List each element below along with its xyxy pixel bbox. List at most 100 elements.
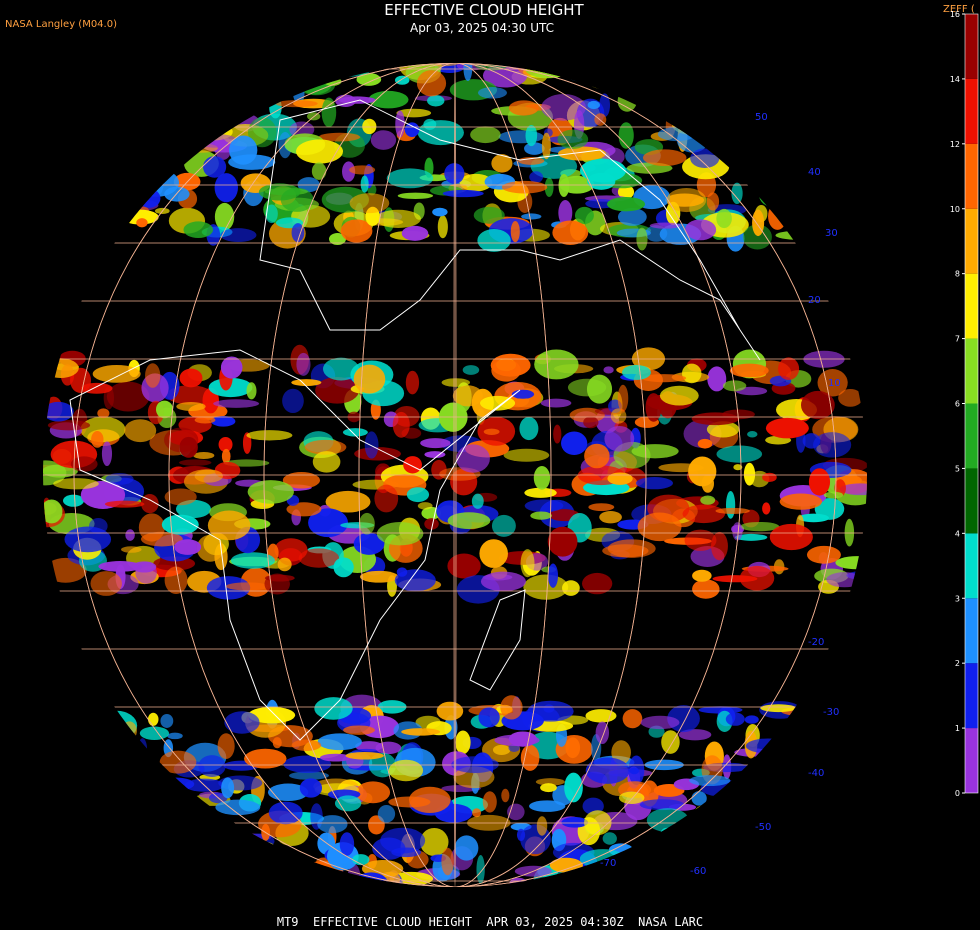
cloud — [241, 869, 261, 885]
cloud — [356, 73, 382, 86]
cloud — [817, 181, 865, 206]
cloud — [43, 105, 71, 132]
cloud — [709, 126, 750, 137]
cloud — [322, 357, 360, 381]
cloud — [686, 114, 721, 121]
cloud — [133, 812, 152, 827]
cloud — [128, 63, 145, 82]
cloud — [733, 871, 768, 887]
cloud — [691, 791, 707, 806]
cloud — [87, 119, 119, 145]
cloud — [111, 134, 131, 147]
cloud — [755, 75, 788, 105]
cloud — [84, 63, 102, 71]
cloud — [564, 772, 583, 803]
cloud — [836, 160, 851, 184]
cloud — [67, 120, 101, 131]
cloud — [145, 363, 161, 388]
cloud — [119, 80, 168, 96]
cloud — [147, 833, 165, 853]
cloud — [764, 171, 784, 184]
cloud — [193, 452, 215, 460]
cloud — [312, 63, 345, 70]
cloud — [583, 416, 599, 429]
cloud — [770, 63, 800, 90]
cloud — [147, 712, 159, 726]
subtitle: Apr 03, 2025 04:30 UTC — [410, 21, 554, 35]
cloud — [283, 755, 332, 773]
cloud — [727, 878, 742, 887]
cloud — [837, 772, 857, 796]
cloud — [613, 63, 627, 75]
cloud — [541, 132, 551, 160]
cloud — [114, 86, 127, 100]
cloud — [180, 96, 190, 119]
cloud — [744, 715, 759, 724]
cloud — [501, 180, 548, 194]
cloud — [733, 163, 773, 171]
cloud — [364, 431, 379, 459]
cloud — [814, 81, 823, 97]
cloud — [105, 473, 134, 485]
cloud — [795, 192, 835, 207]
cloud — [633, 63, 678, 79]
cloud — [424, 518, 439, 530]
cloud — [78, 817, 88, 826]
cloud — [767, 101, 778, 117]
cloud — [122, 801, 138, 813]
cloud — [721, 79, 738, 100]
cloud — [763, 169, 788, 192]
cloud — [707, 135, 736, 148]
cloud — [507, 803, 525, 821]
cloud — [629, 767, 640, 775]
cloud — [759, 91, 807, 107]
cloud — [140, 493, 159, 514]
cloud — [136, 218, 148, 228]
cloud — [641, 63, 655, 90]
cloud — [47, 732, 77, 749]
cloud — [291, 739, 322, 751]
cloud — [817, 741, 840, 757]
cloud — [343, 725, 375, 735]
cloud — [693, 832, 720, 842]
cloud — [139, 726, 170, 740]
cloud — [689, 109, 717, 127]
cloud — [105, 148, 131, 163]
colorbar-label: ZEFF ( — [943, 4, 975, 15]
cloud — [53, 478, 99, 490]
cloud — [480, 571, 526, 592]
cloud — [282, 388, 304, 414]
cloud — [214, 202, 235, 231]
cloud — [221, 777, 235, 799]
cloud — [232, 874, 276, 887]
cloud — [198, 755, 226, 777]
cloud — [321, 97, 337, 128]
cloud — [165, 872, 199, 880]
cloud — [333, 557, 354, 578]
cloud — [125, 858, 157, 872]
cloud — [478, 707, 500, 728]
cloud — [213, 399, 260, 408]
cloud — [733, 865, 778, 887]
cloud — [97, 836, 108, 850]
cloud — [91, 430, 104, 448]
cloud — [47, 743, 61, 751]
cloud — [703, 77, 738, 85]
cloud — [140, 822, 187, 844]
cloud — [124, 419, 157, 443]
cloud — [63, 717, 75, 747]
cloud — [109, 63, 155, 74]
cloud — [590, 78, 622, 90]
cloud — [128, 866, 143, 886]
cloud — [244, 833, 275, 849]
cloud — [43, 72, 60, 96]
cloud — [775, 230, 822, 240]
cloud — [800, 722, 834, 743]
cloud — [680, 846, 704, 854]
cloud — [394, 75, 410, 85]
cloud — [602, 872, 625, 887]
cloud — [106, 381, 150, 412]
cloud — [759, 182, 789, 208]
latitude-labels: 50 40 30 20 10 -20 -30 -40 -50 -60 -70 — [600, 112, 841, 877]
cloud — [260, 873, 282, 887]
